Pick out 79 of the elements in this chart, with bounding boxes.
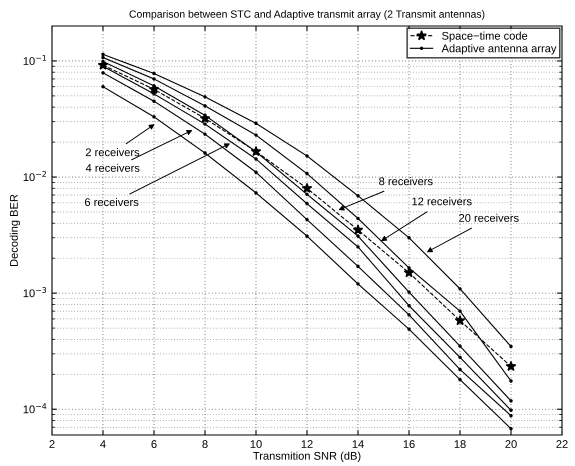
point xyxy=(356,245,360,249)
point xyxy=(407,290,411,294)
point xyxy=(101,52,105,56)
point xyxy=(302,182,312,193)
point xyxy=(305,172,309,176)
x-tick-label: 10 xyxy=(250,440,262,448)
annotation: 20 receivers xyxy=(459,214,519,222)
x-tick-label: 6 xyxy=(151,440,157,448)
point xyxy=(407,236,411,240)
y-tick-label: 10$^{−1}$ xyxy=(24,54,46,66)
x-axis-title: Transmition SNR (dB) xyxy=(253,452,360,462)
point xyxy=(356,264,360,268)
point xyxy=(458,344,462,348)
annotation: 6 receivers xyxy=(84,198,138,206)
legend-label: Adaptive antenna array xyxy=(442,44,556,54)
point xyxy=(203,122,207,126)
point xyxy=(254,133,258,137)
point xyxy=(305,234,309,238)
point xyxy=(454,315,466,326)
chart-title: Comparison between STC and Adaptive transmit array (2 Transmit antennas) xyxy=(130,10,484,20)
x-tick-label: 2 xyxy=(49,440,55,448)
point xyxy=(254,122,258,126)
point xyxy=(305,218,309,222)
annotation: 12 receivers xyxy=(412,197,472,206)
x-tick-label: 16 xyxy=(404,440,415,448)
point xyxy=(509,408,513,412)
annotation: 4 receivers xyxy=(86,164,140,172)
x-tick-label: 20 xyxy=(505,440,517,448)
point xyxy=(254,191,258,195)
point xyxy=(509,414,513,418)
point xyxy=(101,84,105,88)
point xyxy=(254,170,258,174)
point xyxy=(352,224,364,235)
point xyxy=(152,92,156,96)
point xyxy=(356,282,360,286)
point xyxy=(509,399,513,403)
point xyxy=(356,194,360,198)
point xyxy=(356,234,360,238)
point xyxy=(254,157,258,161)
point xyxy=(203,151,207,155)
point xyxy=(203,104,207,108)
point xyxy=(203,132,207,136)
y-axis-title: Decoding BER xyxy=(10,194,20,266)
point xyxy=(152,77,156,81)
x-tick-label: 4 xyxy=(100,440,106,448)
legend-label: Space−time code xyxy=(442,32,528,42)
x-tick-label: 8 xyxy=(202,440,208,448)
point xyxy=(305,154,309,158)
point xyxy=(506,360,516,372)
annotation: 2 receivers xyxy=(86,148,140,156)
annotation: 8 receivers xyxy=(379,177,433,186)
y-tick-label: 10$^{−4}$ xyxy=(24,403,46,414)
point xyxy=(509,379,513,383)
point xyxy=(458,287,462,291)
point xyxy=(356,216,360,220)
point xyxy=(509,344,513,348)
point xyxy=(458,309,462,313)
point xyxy=(407,313,411,317)
point xyxy=(203,95,207,99)
point xyxy=(305,192,309,196)
x-tick-label: 12 xyxy=(302,440,313,448)
point xyxy=(152,72,156,76)
point xyxy=(458,378,462,382)
point xyxy=(407,266,411,270)
point xyxy=(152,115,156,119)
point xyxy=(458,368,462,372)
y-tick-label: 10$^{−2}$ xyxy=(24,170,46,182)
y-tick-label: 10$^{−3}$ xyxy=(24,287,46,298)
point xyxy=(407,304,411,308)
point xyxy=(101,56,105,60)
x-tick-label: 18 xyxy=(454,440,466,448)
point xyxy=(152,99,156,103)
point xyxy=(305,202,309,206)
point xyxy=(509,426,513,430)
point xyxy=(101,71,105,75)
x-tick-label: 14 xyxy=(352,440,364,448)
point xyxy=(458,356,462,360)
point xyxy=(407,327,411,331)
x-tick-label: 22 xyxy=(556,440,568,448)
